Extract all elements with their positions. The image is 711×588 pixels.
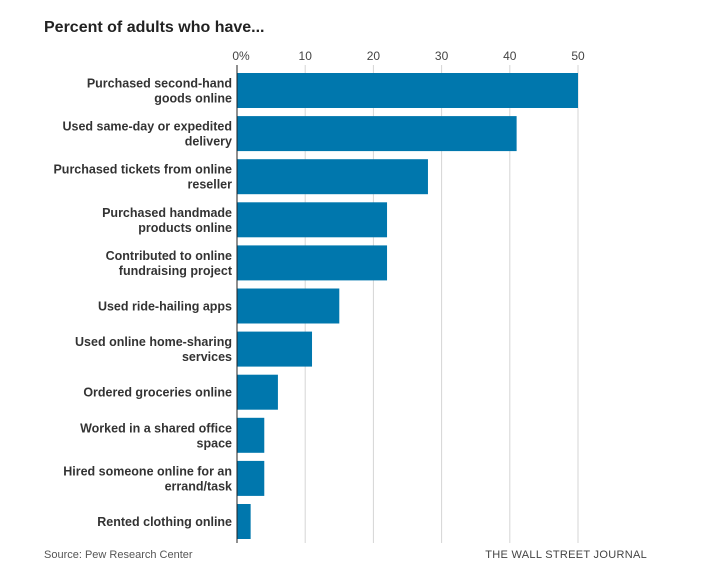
category-label: Purchased tickets from online reseller: [53, 163, 232, 192]
tick-label-layer: 0% 10 20 30 40 50: [232, 49, 585, 63]
bar: [237, 331, 313, 367]
x-tick-label: 30: [435, 49, 449, 63]
x-tick-label: 10: [299, 49, 313, 63]
category-label: Hired someone online for an errand/task: [63, 464, 232, 493]
bar: [237, 504, 251, 539]
x-tick-label: 0%: [232, 49, 250, 63]
chart-title: Percent of adults who have...: [44, 19, 265, 36]
category-label: Purchased second-hand goods online: [87, 77, 232, 106]
category-label: Used ride-hailing apps: [98, 300, 232, 314]
category-label: Ordered groceries online: [83, 386, 232, 400]
category-label: Worked in a shared office space: [80, 421, 232, 450]
bar-layer: [237, 73, 578, 539]
bar: [237, 202, 388, 238]
source-note: Source: Pew Research Center: [44, 549, 193, 561]
category-label-layer: Purchased second-hand goods online Used sa…: [53, 77, 232, 530]
x-tick-label: 50: [571, 49, 585, 63]
bar: [237, 374, 278, 410]
category-label: Purchased handmade products online: [102, 206, 232, 235]
bar: [237, 460, 265, 496]
category-label: Contributed to online fundraising project: [106, 249, 233, 278]
bar: [237, 116, 517, 152]
bar: [237, 245, 388, 281]
publisher-brand: THE WALL STREET JOURNAL: [485, 549, 647, 561]
x-tick-label: 20: [367, 49, 381, 63]
bar: [237, 417, 265, 453]
category-label: Used online home-sharing services: [75, 335, 232, 364]
bar: [237, 159, 428, 195]
category-label: Rented clothing online: [97, 515, 232, 529]
x-tick-label: 40: [503, 49, 517, 63]
category-label: Used same-day or expedited delivery: [62, 120, 232, 149]
bar: [237, 73, 578, 108]
bar: [237, 288, 340, 324]
